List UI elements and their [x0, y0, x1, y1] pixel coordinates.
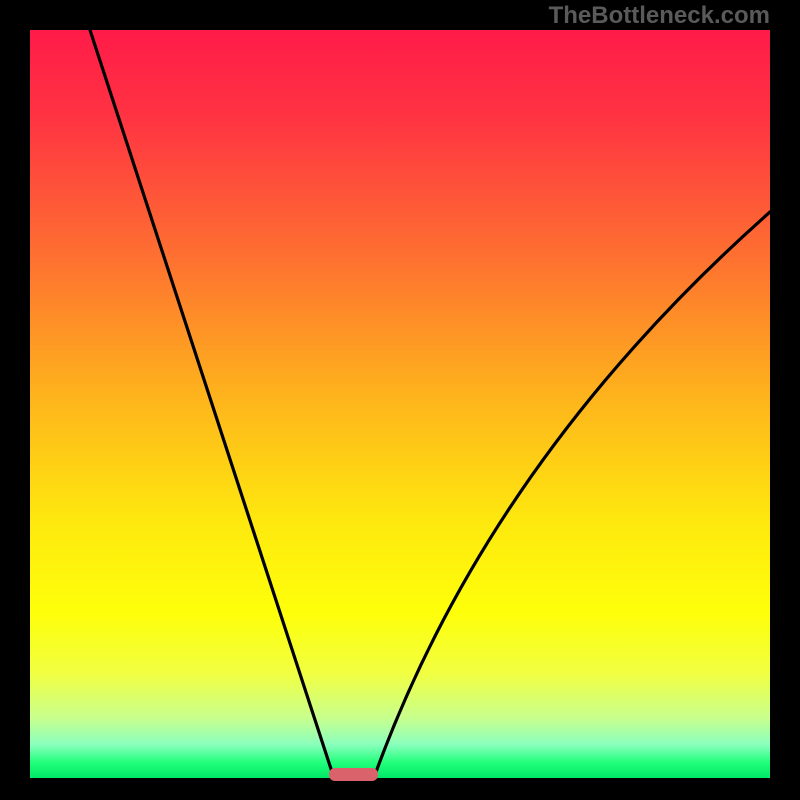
watermark-text: TheBottleneck.com: [549, 2, 770, 30]
bottleneck-curves: [30, 30, 770, 778]
bottleneck-marker: [329, 768, 378, 781]
plot-area: [30, 30, 770, 778]
